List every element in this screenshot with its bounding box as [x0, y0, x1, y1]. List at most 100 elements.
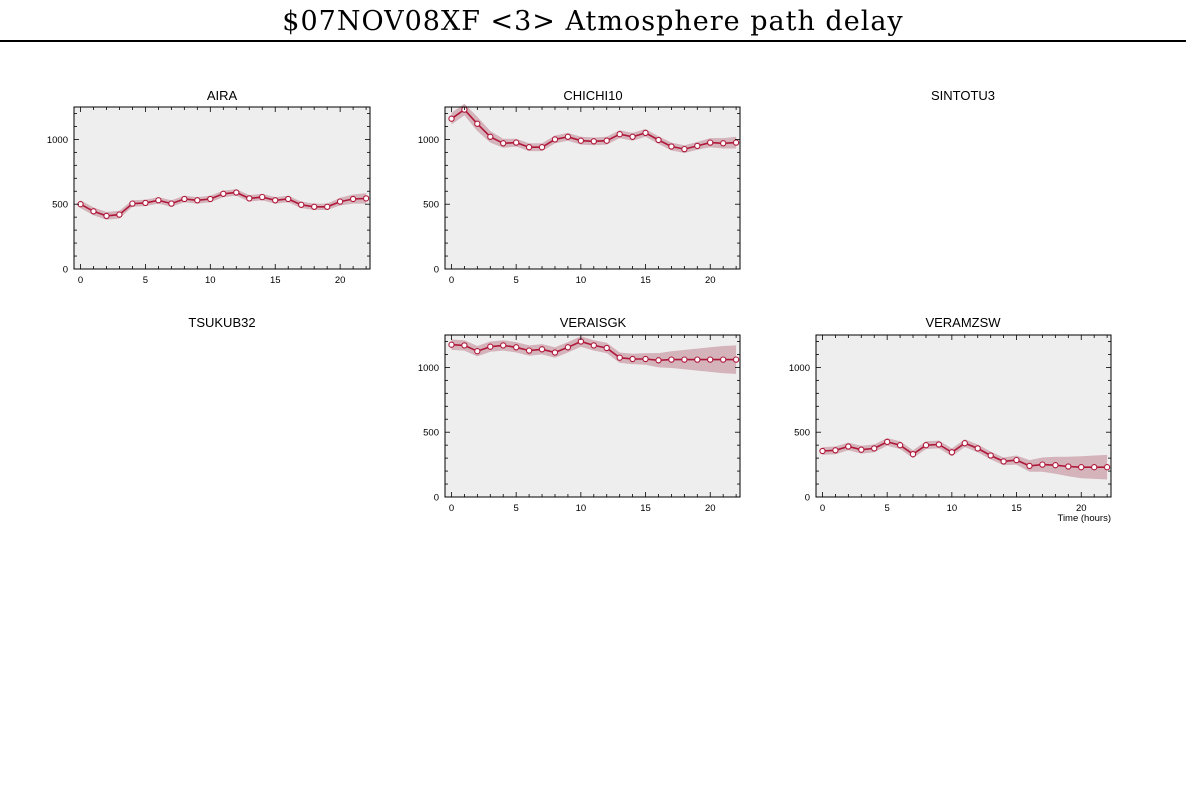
plot-veraisgk: 0 5 10 15 20 0 500 1000 — [418, 334, 741, 514]
y-tick-label: 0 — [805, 493, 810, 504]
plot-veramzsw: 0 5 10 15 20 0 500 1000 Time (hours) — [789, 334, 1112, 524]
data-point — [732, 356, 740, 363]
data-point — [285, 195, 292, 203]
x-tick-label: 10 — [576, 503, 587, 514]
data-point — [896, 442, 904, 449]
x-tick-label: 5 — [514, 275, 519, 286]
data-point — [616, 131, 623, 138]
data-point — [349, 195, 357, 203]
panel-title-chichi10: CHICHI10 — [563, 88, 623, 103]
data-point — [732, 139, 740, 146]
panel-title-veraisgk: VERAISGK — [559, 315, 627, 330]
data-point — [948, 449, 956, 456]
data-point — [259, 193, 266, 201]
data-point — [155, 197, 162, 204]
data-point — [642, 355, 649, 363]
x-axis-label: Time (hours) — [1058, 513, 1112, 524]
data-point — [590, 138, 597, 145]
data-point — [298, 201, 305, 208]
data-point — [922, 442, 930, 449]
data-point — [720, 356, 727, 363]
x-tick-label: 5 — [514, 503, 519, 514]
x-tick-label: 15 — [270, 275, 281, 286]
x-tick-label: 15 — [640, 503, 651, 514]
error-band-veraisgk — [451, 336, 737, 374]
data-point — [845, 443, 852, 450]
data-point — [616, 354, 623, 361]
x-tick-label: 0 — [820, 503, 825, 514]
data-point — [168, 200, 175, 207]
y-tick-label: 500 — [794, 428, 810, 439]
data-point — [1065, 463, 1072, 470]
data-point — [448, 115, 455, 122]
data-point — [474, 120, 481, 127]
data-point — [961, 440, 968, 447]
data-point — [220, 190, 227, 197]
data-point — [1000, 458, 1007, 465]
y-tick-label: 500 — [423, 200, 439, 211]
data-point — [90, 208, 97, 215]
data-point — [819, 447, 826, 455]
data-point — [538, 346, 546, 353]
data-point — [538, 144, 546, 151]
data-point — [129, 200, 136, 207]
data-point — [935, 441, 943, 448]
panel-title-aira: AIRA — [206, 88, 238, 103]
x-tick-label: 20 — [705, 275, 716, 286]
data-point — [642, 129, 649, 137]
data-point — [207, 195, 214, 203]
data-point — [181, 195, 188, 203]
data-point — [668, 143, 675, 150]
data-point — [668, 356, 675, 363]
data-point — [246, 195, 253, 202]
x-tick-label: 15 — [640, 275, 651, 286]
data-point — [629, 133, 636, 140]
y-tick-label: 0 — [434, 493, 439, 504]
data-point — [974, 445, 981, 452]
title-rule — [0, 40, 1186, 42]
data-point — [564, 133, 572, 140]
y-tick-label: 1000 — [789, 363, 810, 374]
x-tick-label: 10 — [205, 275, 216, 286]
data-point — [551, 136, 559, 143]
y-tick-label: 0 — [63, 265, 68, 276]
data-point — [603, 344, 610, 352]
data-point — [694, 356, 701, 363]
data-point — [564, 344, 572, 351]
data-point — [871, 445, 878, 452]
plot-area-aira — [74, 107, 370, 269]
x-tick-label: 5 — [885, 503, 890, 514]
data-point — [487, 343, 494, 350]
panel-title-tsukub32: TSUKUB32 — [188, 315, 256, 330]
y-tick-label: 1000 — [47, 135, 68, 146]
data-point — [1091, 464, 1098, 471]
x-tick-label: 0 — [449, 275, 454, 286]
plot-frame-veraisgk — [444, 334, 741, 498]
x-tick-label: 0 — [449, 503, 454, 514]
data-point — [629, 355, 636, 363]
main-title: $07NOV08XF <3> Atmosphere path delay — [282, 6, 904, 37]
data-point — [590, 342, 597, 349]
data-point — [448, 341, 455, 348]
x-tick-label: 20 — [705, 503, 716, 514]
data-point — [707, 356, 714, 363]
data-point — [694, 142, 701, 150]
data-point — [1078, 464, 1085, 471]
plot-frame-aira — [73, 106, 371, 270]
data-point — [311, 203, 318, 210]
data-point — [500, 342, 507, 349]
data-point — [500, 140, 507, 147]
data-point — [233, 189, 240, 196]
data-point — [707, 139, 714, 146]
plot-aira: 0 5 10 15 20 0 500 1000 — [47, 106, 371, 286]
x-tick-label: 20 — [335, 275, 346, 286]
x-tick-label: 5 — [143, 275, 148, 286]
data-point — [1039, 461, 1046, 468]
x-tick-label: 20 — [1076, 503, 1087, 514]
data-point — [116, 211, 123, 218]
data-point — [1052, 462, 1059, 469]
data-point — [720, 140, 727, 147]
data-point — [513, 344, 520, 351]
error-band-chichi10 — [451, 103, 737, 153]
panel-title-sintotu3: SINTOTU3 — [930, 88, 996, 103]
